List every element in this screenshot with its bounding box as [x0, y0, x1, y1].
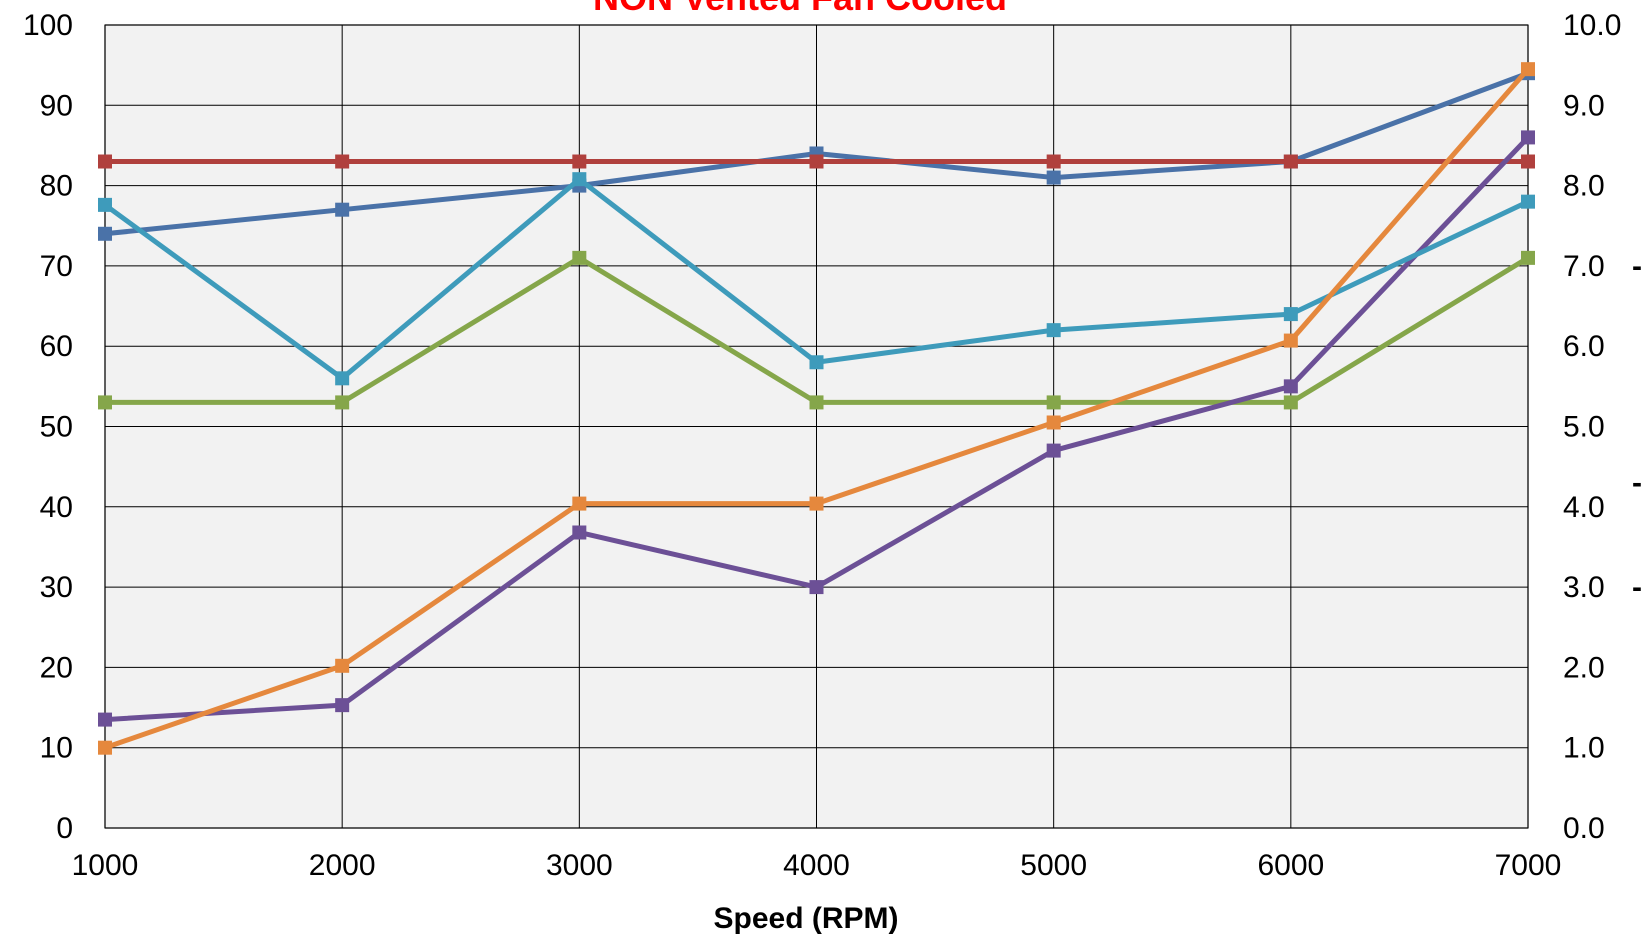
x-tick-label: 5000 — [1020, 849, 1087, 882]
y-axis-right: 0.0 1.0 2.0 3.0 4.0 5.0 6.0 7.0 8.0 9.0 10.0 — [1563, 9, 1621, 845]
y2-tick-label: 2.0 — [1563, 651, 1605, 684]
data-point — [335, 395, 350, 410]
data-point — [98, 395, 112, 410]
y-axis-left: 0 10 20 30 40 50 60 70 80 90 100 — [23, 9, 73, 845]
y-tick-label: 70 — [40, 250, 73, 283]
x-tick-label: 6000 — [1257, 849, 1324, 882]
chart-title: NON Vented Fan Cooled — [593, 0, 1007, 18]
y2-tick-label: 9.0 — [1563, 89, 1605, 122]
y2-tick-label: 0.0 — [1563, 812, 1605, 845]
data-point — [1521, 62, 1535, 77]
data-point — [335, 154, 350, 169]
data-point — [98, 712, 112, 727]
x-tick-label: 3000 — [546, 849, 613, 882]
data-point — [1046, 170, 1061, 185]
y-tick-label: 100 — [23, 9, 73, 42]
data-point — [1521, 154, 1535, 169]
data-point — [335, 658, 350, 673]
data-point — [1046, 395, 1061, 410]
y2-tick-label: 7.0 — [1563, 250, 1605, 283]
y-tick-label: 90 — [40, 89, 73, 122]
data-point — [1283, 379, 1298, 394]
x-tick-label: 2000 — [309, 849, 376, 882]
edge-mark: - — [1632, 250, 1642, 283]
data-point — [1521, 250, 1535, 265]
series-4 — [98, 130, 1535, 727]
series-2 — [98, 154, 1535, 169]
data-point — [98, 226, 112, 241]
data-point — [809, 496, 824, 511]
y-tick-label: 20 — [40, 651, 73, 684]
data-point — [572, 154, 587, 169]
y-tick-label: 40 — [40, 491, 73, 524]
data-point — [1283, 395, 1298, 410]
data-point — [98, 154, 112, 169]
data-point — [1046, 415, 1061, 430]
x-tick-label: 1000 — [72, 849, 139, 882]
x-tick-label: 4000 — [783, 849, 850, 882]
data-point — [1521, 130, 1535, 145]
y-tick-label: 50 — [40, 411, 73, 444]
y-tick-label: 30 — [40, 571, 73, 604]
data-point — [1046, 154, 1061, 169]
series-3 — [98, 250, 1535, 410]
data-point — [98, 197, 112, 212]
y2-tick-label: 6.0 — [1563, 330, 1605, 363]
data-point — [1521, 194, 1535, 209]
data-point — [809, 580, 824, 595]
edge-mark: - — [1632, 571, 1642, 604]
y-tick-label: 80 — [40, 170, 73, 203]
data-point — [809, 355, 824, 370]
edge-marks: - - - — [1632, 250, 1642, 604]
data-point — [1283, 154, 1298, 169]
x-axis: 1000 2000 3000 4000 5000 6000 7000 — [72, 849, 1562, 882]
y-tick-label: 0 — [56, 812, 73, 845]
data-point — [809, 395, 824, 410]
series-6 — [98, 62, 1535, 755]
data-point — [335, 202, 350, 217]
data-point — [572, 250, 587, 265]
series-layer — [98, 62, 1535, 755]
x-tick-label: 7000 — [1495, 849, 1562, 882]
y-tick-label: 60 — [40, 330, 73, 363]
data-point — [1283, 307, 1298, 322]
edge-mark: - — [1632, 467, 1642, 500]
data-point — [1046, 443, 1061, 458]
data-point — [335, 371, 350, 386]
y2-tick-label: 8.0 — [1563, 170, 1605, 203]
y2-tick-label: 10.0 — [1563, 9, 1621, 42]
y2-tick-label: 4.0 — [1563, 491, 1605, 524]
data-point — [98, 740, 112, 755]
y2-tick-label: 5.0 — [1563, 411, 1605, 444]
data-point — [1046, 323, 1061, 338]
y-tick-label: 10 — [40, 732, 73, 765]
data-point — [1283, 333, 1298, 348]
data-point — [572, 496, 587, 511]
data-point — [335, 698, 350, 713]
y2-tick-label: 1.0 — [1563, 732, 1605, 765]
y2-tick-label: 3.0 — [1563, 571, 1605, 604]
series-5 — [98, 172, 1535, 386]
data-point — [572, 172, 587, 187]
data-point — [572, 525, 587, 540]
x-axis-label: Speed (RPM) — [713, 902, 898, 935]
data-point — [809, 154, 824, 169]
